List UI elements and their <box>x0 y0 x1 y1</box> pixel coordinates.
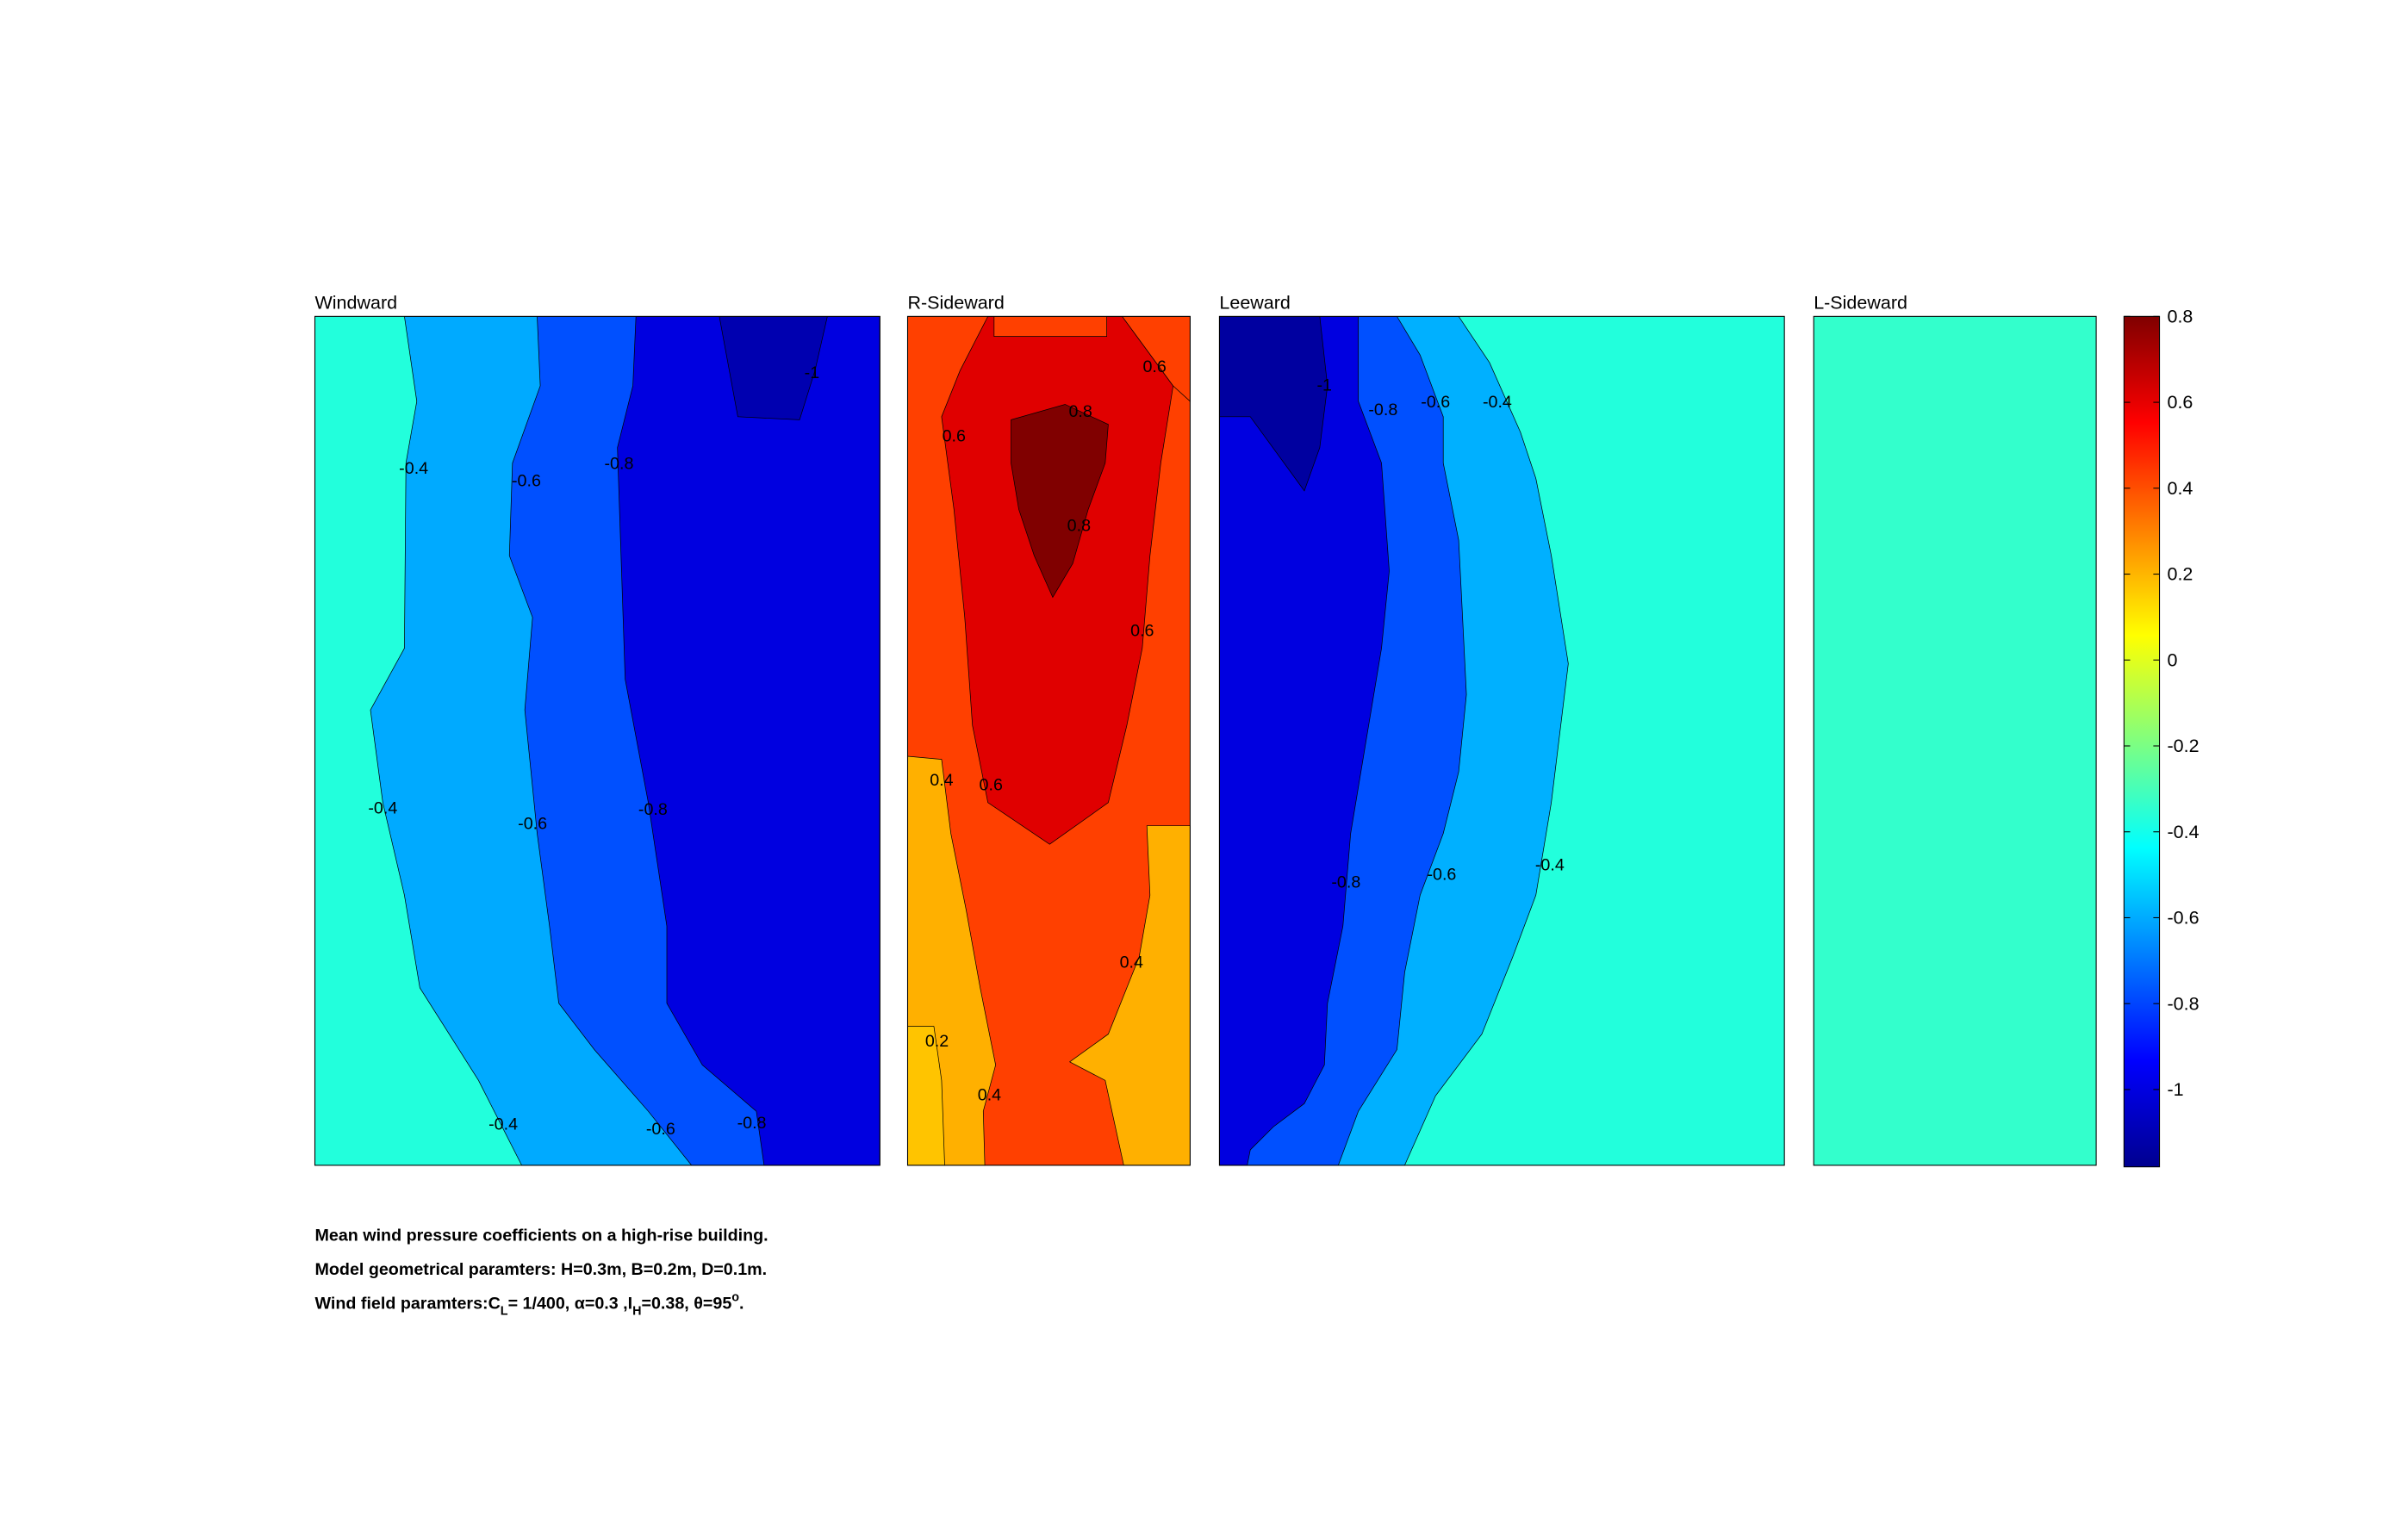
contour-label: -0.6 <box>1427 865 1456 884</box>
contour-label: -0.4 <box>488 1115 518 1134</box>
panel-title: Windward <box>314 292 397 313</box>
caption-subscript: H <box>632 1305 641 1319</box>
contour-label: 0.8 <box>1068 402 1092 421</box>
caption-part: Wind field paramters:C <box>314 1295 500 1314</box>
colorbar-tick-label: -1 <box>2167 1079 2183 1100</box>
contour-region <box>993 315 1107 337</box>
colorbar-tick-label: -0.8 <box>2167 993 2199 1014</box>
contour-label: 0.2 <box>925 1032 949 1051</box>
caption-part: . <box>739 1295 744 1314</box>
caption-line: Wind field paramters:CL= 1/400, α=0.3 ,I… <box>314 1291 744 1319</box>
panel-frame <box>1218 315 1785 1166</box>
contour-label: 0.4 <box>978 1086 1001 1105</box>
panel-frame <box>906 315 1191 1166</box>
contour-label: -0.6 <box>518 814 547 833</box>
colorbar-tick-label: -0.4 <box>2167 822 2199 842</box>
panel-frame <box>314 315 880 1166</box>
contour-label: -1 <box>805 363 820 382</box>
caption-line: Mean wind pressure coefficients on a hig… <box>314 1227 768 1245</box>
caption-part: =0.38, θ=95 <box>641 1295 731 1314</box>
panel-title: Leeward <box>1219 292 1290 313</box>
contour-region <box>1219 315 1328 492</box>
contour-label: -0.4 <box>368 798 397 817</box>
caption-subscript: L <box>501 1305 508 1319</box>
caption-superscript: o <box>731 1291 739 1305</box>
panel-frame <box>1813 315 2097 1166</box>
contour-label: -0.4 <box>1535 856 1565 875</box>
contour-label: -0.8 <box>737 1114 767 1133</box>
contour-label: -0.6 <box>646 1120 675 1139</box>
contour-label: 0.4 <box>930 771 953 790</box>
contour-label: -0.4 <box>1483 393 1512 412</box>
colorbar-tick-label: -0.2 <box>2167 736 2199 756</box>
panel-title: L-Sideward <box>1814 292 1907 313</box>
colorbar-tick-label: 0.6 <box>2167 392 2193 413</box>
contour-label: -0.8 <box>1368 401 1397 419</box>
contour-label: -0.4 <box>399 459 428 478</box>
contour-label: -0.6 <box>1421 393 1450 412</box>
contour-label: 0.6 <box>1130 621 1154 640</box>
colorbar-tick-label: 0.8 <box>2167 307 2193 327</box>
contour-label: -1 <box>1316 376 1332 394</box>
panel-title: R-Sideward <box>907 292 1004 313</box>
colorbar <box>2123 315 2161 1168</box>
contour-label: -0.8 <box>638 800 668 819</box>
colorbar-tick-label: 0.4 <box>2167 478 2193 499</box>
contour-label: -0.6 <box>512 471 541 490</box>
contour-region <box>1219 315 1390 1166</box>
contour-label: 0.6 <box>1142 357 1166 376</box>
contour-label: 0.8 <box>1067 516 1091 535</box>
contour-region <box>1011 404 1109 599</box>
contour-label: 0.6 <box>980 775 1003 794</box>
colorbar-tick-label: 0.2 <box>2167 564 2193 585</box>
colorbar-tick-label: 0 <box>2167 649 2177 670</box>
contour-label: 0.6 <box>943 426 966 445</box>
caption-part: = 1/400, α=0.3 ,I <box>508 1295 633 1314</box>
colorbar-tick-label: -0.6 <box>2167 908 2199 929</box>
contour-label: 0.4 <box>1120 953 1143 972</box>
contour-label: -0.8 <box>1331 873 1360 891</box>
contour-label: -0.8 <box>604 455 633 474</box>
caption-line: Model geometrical paramters: H=0.3m, B=0… <box>314 1260 767 1279</box>
panel-background <box>1814 316 2097 1165</box>
